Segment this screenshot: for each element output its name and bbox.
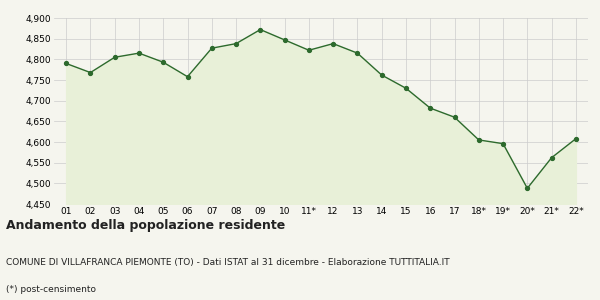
Text: Andamento della popolazione residente: Andamento della popolazione residente [6, 219, 285, 232]
Text: COMUNE DI VILLAFRANCA PIEMONTE (TO) - Dati ISTAT al 31 dicembre - Elaborazione T: COMUNE DI VILLAFRANCA PIEMONTE (TO) - Da… [6, 258, 449, 267]
Text: (*) post-censimento: (*) post-censimento [6, 285, 96, 294]
